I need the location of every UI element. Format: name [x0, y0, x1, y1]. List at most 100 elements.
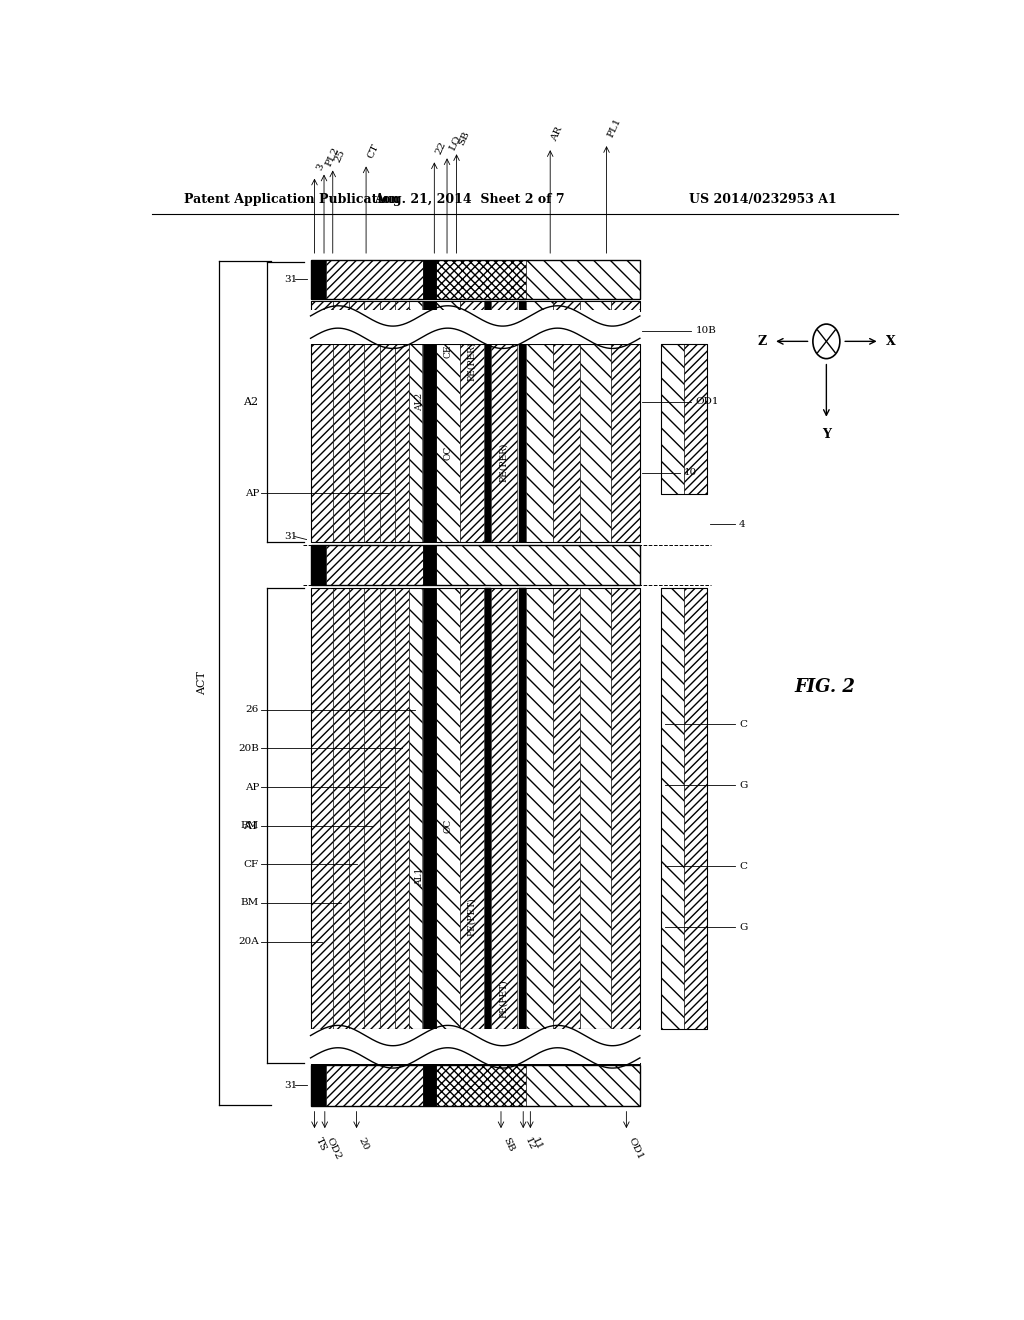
Bar — [310, 1030, 640, 1064]
Text: FIG. 2: FIG. 2 — [795, 678, 855, 696]
Text: 20: 20 — [356, 1137, 371, 1152]
Bar — [684, 345, 708, 494]
Text: SB: SB — [501, 1137, 515, 1154]
Bar — [553, 345, 581, 541]
Bar — [526, 260, 640, 298]
Bar — [519, 589, 526, 1030]
Bar — [423, 1065, 436, 1106]
Bar — [310, 589, 333, 1030]
Bar — [526, 345, 553, 541]
Text: OD1: OD1 — [695, 397, 719, 407]
Bar — [423, 345, 436, 541]
Text: 31: 31 — [284, 1081, 297, 1090]
Text: PL1: PL1 — [606, 116, 624, 139]
Text: 3: 3 — [314, 162, 326, 172]
Bar — [519, 345, 526, 541]
Text: ACT: ACT — [197, 671, 207, 694]
Bar — [610, 301, 640, 312]
Text: TS: TS — [314, 1137, 329, 1152]
Bar — [662, 589, 708, 1030]
Text: Y: Y — [822, 428, 830, 441]
Bar — [394, 301, 409, 312]
Bar — [310, 301, 640, 312]
Bar — [327, 260, 423, 298]
Bar — [526, 1065, 640, 1106]
Text: PL2: PL2 — [324, 145, 341, 168]
Text: 22: 22 — [434, 140, 449, 156]
Bar — [436, 345, 460, 541]
Bar — [310, 260, 327, 298]
Bar — [490, 589, 517, 1030]
Bar — [348, 345, 365, 541]
Bar — [610, 345, 640, 541]
Text: A2: A2 — [244, 397, 259, 407]
Bar — [581, 589, 610, 1030]
Text: SB: SB — [457, 131, 471, 148]
Bar — [436, 545, 640, 585]
Text: 26: 26 — [246, 705, 259, 714]
Text: 11: 11 — [530, 1137, 544, 1152]
Bar — [348, 301, 365, 312]
Bar — [348, 589, 365, 1030]
Text: PE(PET): PE(PET) — [467, 898, 476, 936]
Text: Z: Z — [758, 335, 767, 348]
Text: CE: CE — [443, 345, 453, 358]
Bar — [365, 589, 380, 1030]
Text: 20B: 20B — [238, 744, 259, 752]
Text: CT: CT — [367, 143, 381, 160]
Bar — [423, 545, 436, 585]
Bar — [662, 345, 708, 494]
Text: US 2014/0232953 A1: US 2014/0232953 A1 — [689, 193, 837, 206]
Bar — [581, 345, 610, 541]
Text: C: C — [739, 719, 748, 729]
Bar — [460, 589, 483, 1030]
Text: BM: BM — [241, 899, 259, 907]
Bar — [394, 589, 409, 1030]
Bar — [436, 260, 526, 298]
Bar — [553, 301, 581, 312]
Bar — [423, 301, 436, 312]
Bar — [684, 589, 708, 1030]
Bar — [662, 589, 684, 1030]
Bar — [610, 589, 640, 1030]
Bar — [423, 260, 436, 298]
Bar — [333, 345, 348, 541]
Bar — [310, 545, 327, 585]
Text: G: G — [739, 780, 748, 789]
Bar — [485, 589, 490, 1030]
Text: X: X — [886, 335, 896, 348]
Bar — [310, 260, 640, 298]
Bar — [327, 545, 423, 585]
Bar — [460, 345, 483, 541]
Bar — [333, 301, 348, 312]
Text: AP: AP — [245, 783, 259, 792]
Text: 12: 12 — [523, 1137, 537, 1152]
Text: C: C — [739, 862, 748, 871]
Text: 10: 10 — [684, 469, 696, 478]
Bar — [380, 301, 394, 312]
Bar — [553, 589, 581, 1030]
Bar — [581, 301, 610, 312]
Text: LQ: LQ — [447, 133, 462, 152]
Bar — [490, 345, 517, 541]
Text: PE(PET): PE(PET) — [500, 979, 508, 1018]
Bar — [365, 301, 380, 312]
Text: 31: 31 — [284, 532, 297, 541]
Text: A1: A1 — [244, 821, 259, 830]
Bar — [490, 301, 517, 312]
Text: AR: AR — [550, 125, 565, 143]
Bar — [333, 589, 348, 1030]
Bar — [526, 589, 553, 1030]
Bar — [460, 301, 483, 312]
Bar — [310, 545, 640, 585]
Bar — [436, 589, 460, 1030]
Text: 31: 31 — [284, 275, 297, 284]
Text: Patent Application Publication: Patent Application Publication — [183, 193, 399, 206]
Bar — [380, 589, 394, 1030]
Bar — [409, 589, 422, 1030]
Bar — [409, 301, 422, 312]
Bar — [310, 345, 333, 541]
Bar — [485, 345, 490, 541]
Bar — [310, 345, 640, 541]
Bar — [526, 301, 553, 312]
